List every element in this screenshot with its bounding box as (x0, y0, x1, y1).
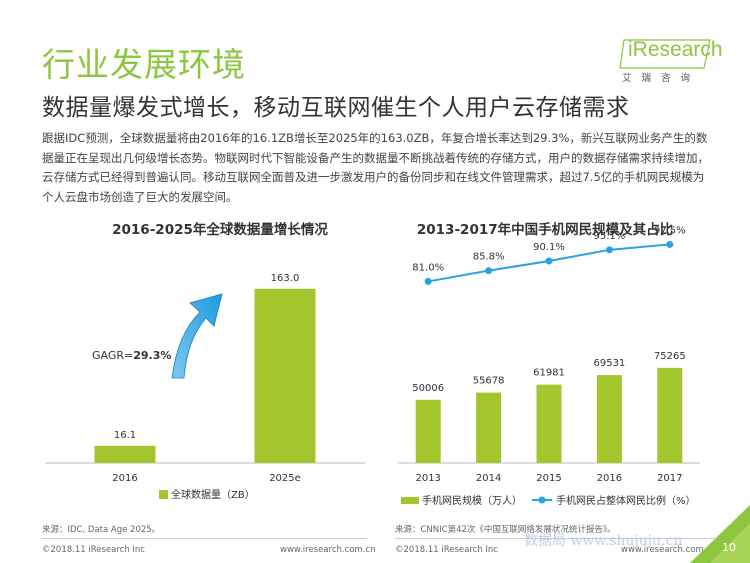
logo-text: iResearch (628, 38, 723, 61)
data-label-2016: 16.1 (114, 430, 136, 441)
cagr-value: 29.3% (133, 349, 171, 362)
watermark: 数据局 www.shujuju.cn (524, 533, 683, 549)
page-headline: 数据量爆发式增长，移动互联网催生个人用户云存储需求 (42, 95, 630, 121)
bar-data-label-2013: 50006 (412, 383, 444, 394)
x-tick-label-2025e: 2025e (269, 473, 301, 484)
data-label-2025e: 163.0 (271, 273, 300, 284)
footer-divider-right (395, 538, 715, 539)
copyright-left: ©2018.11 iResearch Inc (42, 545, 145, 555)
x-tick-label-2013: 2013 (415, 473, 440, 484)
x-tick-label-2014: 2014 (476, 473, 501, 484)
chart2-title: 2013-2017年中国手机网民规模及其占比 (416, 222, 674, 238)
bar-2016 (94, 445, 156, 463)
website-link-left[interactable]: www.iresearch.com.cn (280, 545, 376, 555)
line-data-label-2016: 95.1% (594, 231, 626, 242)
legend-swatch-netizens (401, 497, 419, 504)
page-number: 10 (722, 541, 736, 554)
legend-swatch-data-volume (159, 490, 168, 499)
legend-swatch-ratio-dot (538, 496, 546, 504)
x-tick-label-2016: 2016 (112, 473, 137, 484)
line-data-label-2014: 85.8% (473, 252, 505, 263)
x-tick-label-2017: 2017 (657, 473, 682, 484)
bar-data-label-2017: 75265 (654, 351, 686, 362)
iresearch-logo (619, 39, 711, 69)
logo-subtitle: 艾瑞咨询 (622, 73, 701, 84)
chart1-title: 2016-2025年全球数据量增长情况 (112, 222, 328, 238)
legend-label-ratio: 手机网民占整体网民比例（%） (556, 494, 696, 507)
bar-2013 (415, 399, 441, 463)
bar-2014 (476, 392, 502, 463)
line-data-label-2017: 97.5% (654, 225, 686, 236)
legend-label-data-volume: 全球数据量（ZB） (171, 488, 255, 501)
growth-arrow-icon (171, 293, 223, 379)
svg-text:GAGR=29.3%: GAGR=29.3% (92, 349, 171, 362)
line-data-label-2015: 90.1% (533, 242, 565, 253)
bar-2025e (254, 288, 316, 463)
bar-data-label-2015: 61981 (533, 368, 565, 379)
bar-2016 (596, 375, 622, 463)
source-note-left: 来源：IDC, Data Age 2025。 (42, 525, 161, 535)
line-point-2015 (545, 257, 553, 265)
x-tick-label-2015: 2015 (536, 473, 561, 484)
legend-label-netizens: 手机网民规模（万人） (422, 494, 522, 507)
line-point-2014 (485, 267, 493, 275)
source-note-right: 来源：CNNIC第42次《中国互联网络发展状况统计报告》。 (395, 525, 616, 535)
x-tick-label-2016: 2016 (597, 473, 622, 484)
bar-2015 (536, 384, 562, 463)
website-link-right[interactable]: www.iresearch.com.cn (621, 545, 717, 555)
section-title: 行业发展环境 (42, 45, 246, 84)
bar-data-label-2016: 69531 (593, 358, 625, 369)
footer-divider-left (42, 538, 367, 539)
line-data-label-2013: 81.0% (412, 262, 444, 273)
line-point-2013 (424, 277, 432, 285)
bar-data-label-2014: 55678 (473, 376, 505, 387)
line-point-2016 (605, 246, 613, 254)
bar-2017 (657, 367, 683, 463)
cagr-label: GAGR= (92, 349, 133, 362)
line-point-2017 (666, 240, 674, 248)
intro-paragraph: 跟据IDC预测，全球数据量将由2016年的16.1ZB增长至2025年的163.… (42, 131, 709, 204)
corner-decoration (690, 505, 750, 563)
copyright-right: ©2018.11 iResearch Inc (395, 545, 498, 555)
